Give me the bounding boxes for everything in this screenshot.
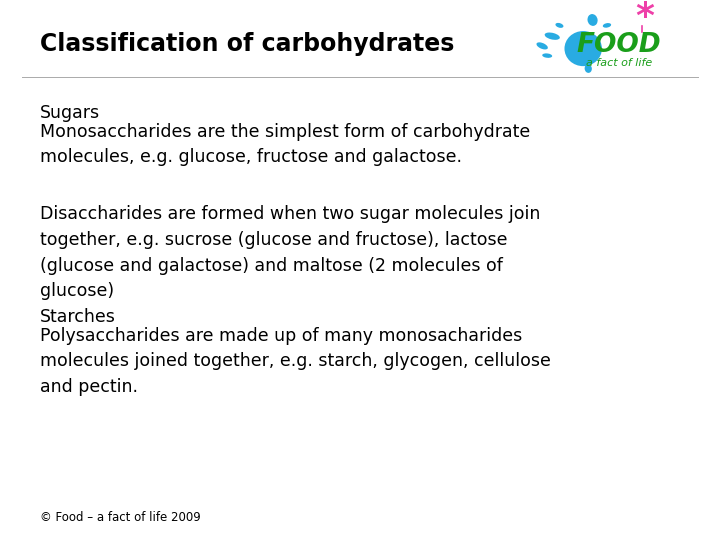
Text: *: * [635, 1, 654, 34]
Text: Monosaccharides are the simplest form of carbohydrate
molecules, e.g. glucose, f: Monosaccharides are the simplest form of… [40, 123, 530, 166]
Text: FOOD: FOOD [577, 32, 662, 58]
Ellipse shape [536, 42, 548, 50]
Text: Polysaccharides are made up of many monosacharides
molecules joined together, e.: Polysaccharides are made up of many mono… [40, 327, 551, 396]
Ellipse shape [555, 23, 564, 28]
Ellipse shape [585, 64, 592, 73]
Ellipse shape [603, 23, 611, 28]
Ellipse shape [542, 53, 552, 58]
Ellipse shape [564, 31, 602, 66]
Text: a fact of life: a fact of life [586, 58, 652, 68]
Text: Starches: Starches [40, 308, 115, 326]
Ellipse shape [544, 32, 560, 40]
Text: © Food – a fact of life 2009: © Food – a fact of life 2009 [40, 511, 200, 524]
Text: Disaccharides are formed when two sugar molecules join
together, e.g. sucrose (g: Disaccharides are formed when two sugar … [40, 205, 540, 300]
Text: Sugars: Sugars [40, 104, 100, 122]
Ellipse shape [588, 14, 598, 26]
Text: Classification of carbohydrates: Classification of carbohydrates [40, 32, 454, 56]
